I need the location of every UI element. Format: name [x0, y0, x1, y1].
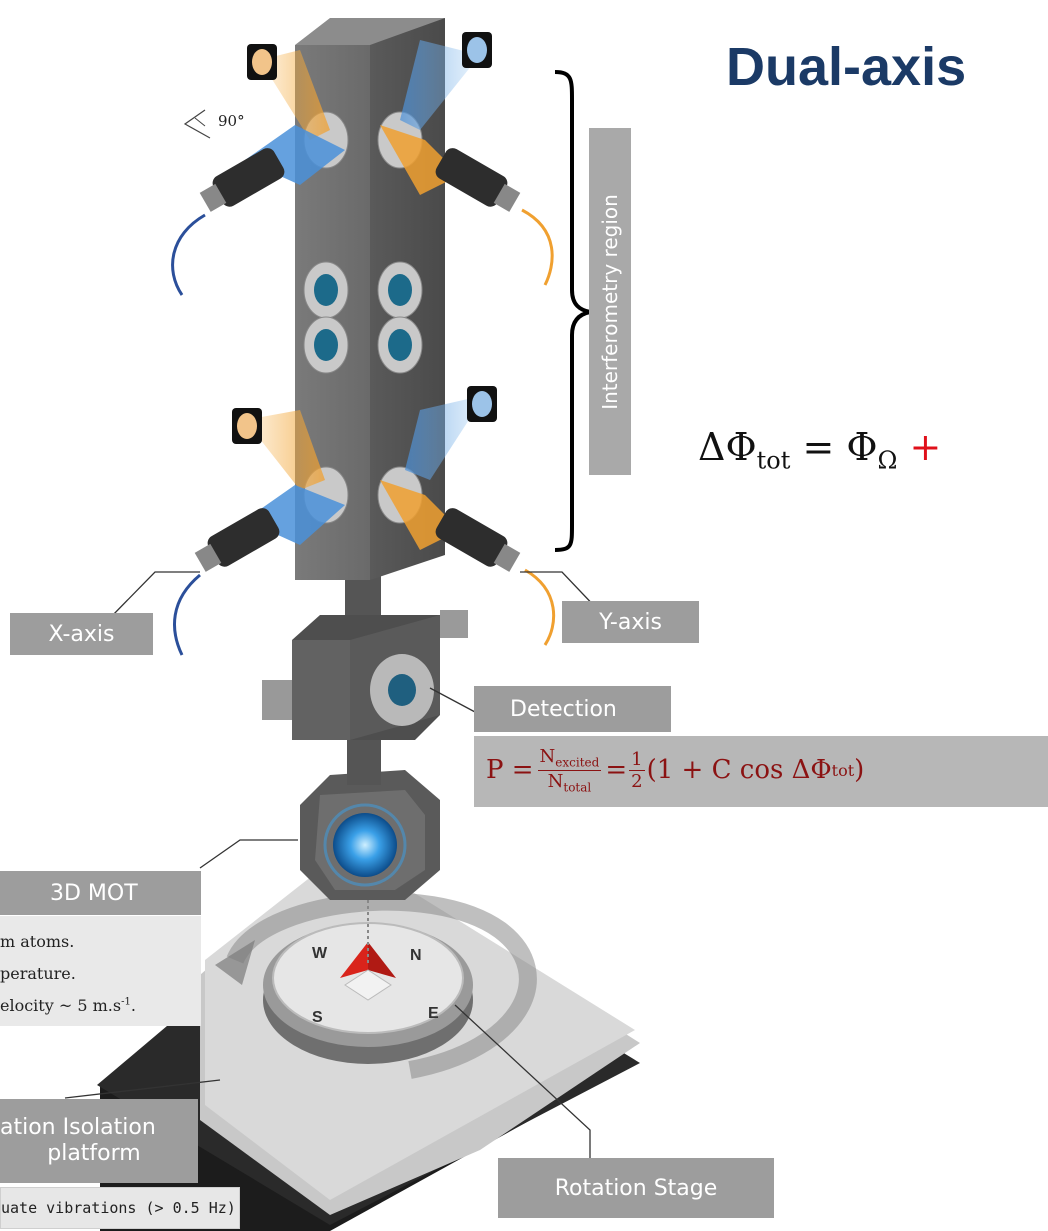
- formula-eq: = Φ: [790, 425, 878, 469]
- lower-beams: [232, 386, 497, 550]
- detection-label: Detection: [474, 686, 671, 732]
- formula-lhs: ΔΦ: [698, 425, 757, 469]
- det-eq2: =: [605, 755, 628, 786]
- mot-note-3b: .: [130, 996, 136, 1015]
- det-rest-sub: tot: [831, 760, 855, 780]
- formula-rhs-sub: Ω: [877, 446, 898, 475]
- mot-label: 3D MOT: [0, 871, 201, 915]
- mot-note-3: elocity ~ 5 m.s-1.: [0, 996, 136, 1015]
- compass-needle: [340, 942, 368, 978]
- det-fraction: Nexcited Ntotal: [537, 746, 602, 795]
- formula-lhs-sub: tot: [756, 446, 791, 475]
- vibration-line-2: platform: [47, 1141, 141, 1166]
- det-den-sub: total: [563, 780, 592, 795]
- compass-s: S: [312, 1009, 323, 1026]
- det-close: ): [854, 755, 865, 786]
- vibration-note: uate vibrations (> 0.5 Hz): [0, 1187, 240, 1229]
- angle-label: 90°: [218, 112, 245, 130]
- detection-chamber: [262, 575, 468, 740]
- x-axis-label: X-axis: [10, 613, 153, 655]
- interferometry-region-text: Interferometry region: [598, 193, 622, 410]
- angle-marker: [183, 109, 211, 139]
- vibration-line-1: ation Isolation: [0, 1114, 156, 1140]
- rotation-stage-label: Rotation Stage: [498, 1158, 774, 1218]
- mot-note-2: perature.: [0, 964, 76, 983]
- interferometry-brace: [554, 70, 591, 552]
- formula-plus: +: [897, 425, 942, 469]
- det-half-num: 1: [629, 748, 645, 771]
- interferometry-region-label: Interferometry region: [589, 128, 631, 475]
- det-num: N: [539, 746, 556, 767]
- y-axis-label: Y-axis: [562, 601, 699, 643]
- compass-w: W: [312, 945, 328, 962]
- callout-lines: [64, 571, 601, 1160]
- mot-notes: m atoms. perature. elocity ~ 5 m.s-1.: [0, 916, 201, 1026]
- detection-formula-box: P = Nexcited Ntotal = 1 2 (1 + C cos ΔΦ t…: [474, 736, 1048, 807]
- phase-formula: ΔΦtot = ΦΩ +: [698, 425, 941, 475]
- mot-note-1: m atoms.: [0, 932, 75, 951]
- det-rest: (1 + C cos ΔΦ: [646, 755, 832, 786]
- rotation-stage: N E S W: [263, 922, 473, 1064]
- rotation-arrow: [215, 892, 537, 1079]
- det-half-den: 2: [631, 770, 643, 792]
- page-title: Dual-axis: [726, 37, 967, 97]
- compass-n: N: [410, 947, 422, 964]
- mot-note-3-sup: -1: [121, 996, 131, 1008]
- det-p: P =: [486, 755, 534, 786]
- det-den: N: [547, 770, 564, 792]
- det-num-sub: excited: [555, 755, 600, 770]
- vibration-isolation-label: ation Isolation platform: [0, 1099, 198, 1183]
- det-half: 1 2: [629, 748, 645, 792]
- mot-note-3a: elocity ~ 5 m.s: [0, 996, 122, 1015]
- collimators: [171, 148, 556, 656]
- compass-e: E: [428, 1005, 439, 1022]
- mot-chamber: [300, 740, 440, 965]
- detection-formula: P = Nexcited Ntotal = 1 2 (1 + C cos ΔΦ t…: [486, 746, 864, 794]
